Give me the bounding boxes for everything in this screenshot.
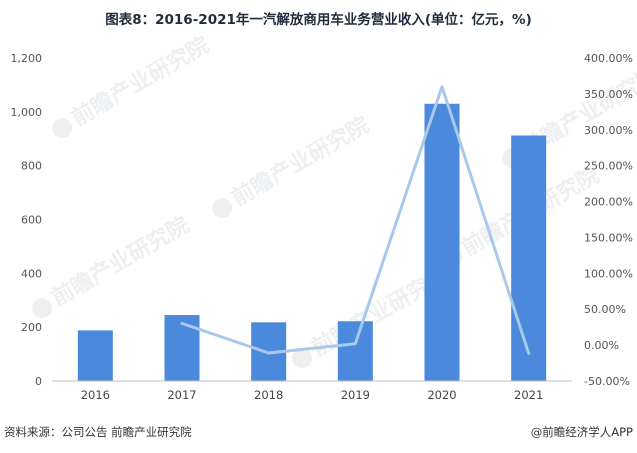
y-right-tick-label: 300.00% (584, 124, 633, 137)
source-note: 资料来源：公司公告 前瞻产业研究院 (4, 425, 192, 439)
chart-plot: 0 200 400 600 800 1,000 1,200 -50.00% 0.00% 50.00… (11, 52, 633, 402)
x-tick-label: 2021 (514, 388, 543, 402)
y-right-tick-label: 200.00% (584, 196, 633, 209)
y-left-tick-label: 400 (21, 267, 42, 280)
bar (424, 103, 460, 381)
y-right-tick-label: 150.00% (584, 231, 633, 244)
y-right-tick-label: 400.00% (584, 52, 633, 65)
y-right-tick-label: 350.00% (584, 88, 633, 101)
bar (77, 330, 113, 381)
y-left-tick-label: 0 (35, 375, 42, 388)
y-right-tick-label: -50.00% (584, 375, 630, 388)
brand-credit: @前瞻经济学人APP (530, 425, 633, 439)
y-left-tick-label: 800 (21, 160, 42, 173)
chart-title: 图表8：2016-2021年一汽解放商用车业务营业收入(单位：亿元，%) (105, 12, 532, 28)
x-tick-label: 2020 (427, 388, 456, 402)
x-tick-label: 2019 (341, 388, 370, 402)
bar (511, 135, 547, 381)
x-tick-label: 2017 (167, 388, 196, 402)
y-left-tick-label: 1,200 (11, 52, 43, 65)
y-right-tick-label: 50.00% (584, 303, 626, 316)
bar (337, 321, 373, 381)
footer: 资料来源：公司公告 前瞻产业研究院 @前瞻经济学人APP (4, 424, 633, 446)
x-tick-label: 2018 (254, 388, 283, 402)
y-right-tick-label: 100.00% (584, 267, 633, 280)
growth-line (180, 85, 531, 355)
y-left-tick-label: 200 (21, 321, 42, 334)
y-right-tick-label: 0.00% (584, 339, 619, 352)
y-left-tick-label: 1,000 (11, 106, 43, 119)
x-tick-label: 2016 (81, 388, 110, 402)
y-left-tick-label: 600 (21, 214, 42, 227)
y-right-tick-label: 250.00% (584, 160, 633, 173)
